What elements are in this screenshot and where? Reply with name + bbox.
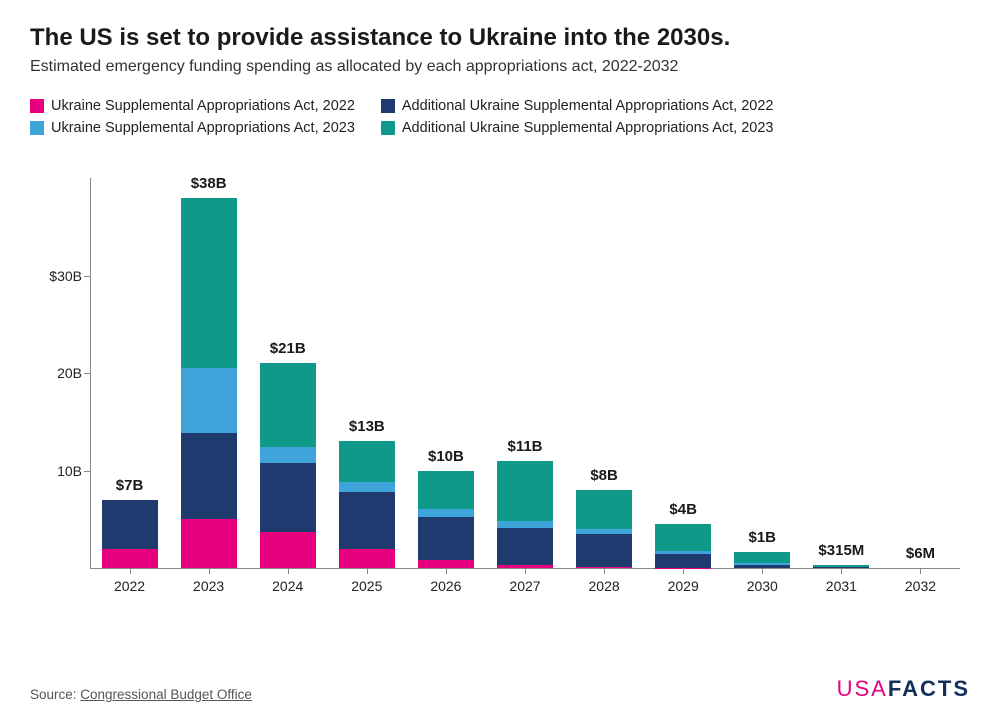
bar-segment bbox=[339, 441, 395, 482]
x-tick-mark bbox=[683, 568, 684, 574]
usafacts-logo: USAFACTS bbox=[837, 676, 970, 702]
bar-total-label: $315M bbox=[818, 542, 864, 559]
legend-label: Ukraine Supplemental Appropriations Act,… bbox=[51, 120, 355, 136]
x-tick-label: 2023 bbox=[193, 578, 224, 594]
x-tick-label: 2032 bbox=[905, 578, 936, 594]
bar-group: $4B bbox=[655, 524, 711, 568]
x-tick-mark bbox=[209, 568, 210, 574]
x-tick-label: 2025 bbox=[351, 578, 382, 594]
x-tick-mark bbox=[288, 568, 289, 574]
source-label: Source: Congressional Budget Office bbox=[30, 687, 252, 702]
legend-label: Additional Ukraine Supplemental Appropri… bbox=[402, 120, 774, 136]
bar-segment bbox=[260, 363, 316, 447]
legend-swatch bbox=[30, 99, 44, 113]
bar-total-label: $7B bbox=[116, 477, 144, 494]
bar-group: $13B bbox=[339, 441, 395, 568]
bar-total-label: $10B bbox=[428, 448, 464, 465]
bar-group: $38B bbox=[181, 198, 237, 568]
logo-facts: FACTS bbox=[888, 676, 970, 701]
logo-usa: USA bbox=[837, 676, 888, 701]
plot-area: $7B $38B $21B $13B $10B $11B $8B $4B $1B $315M $6M bbox=[90, 178, 960, 568]
source-prefix: Source: bbox=[30, 687, 80, 702]
bar-segment bbox=[339, 482, 395, 492]
x-tick-mark bbox=[130, 568, 131, 574]
x-tick-label: 2029 bbox=[668, 578, 699, 594]
legend-item: Additional Ukraine Supplemental Appropri… bbox=[381, 98, 774, 114]
y-tick-label: 10B bbox=[30, 463, 82, 479]
bar-group: $10B bbox=[418, 471, 474, 568]
bar-group: $21B bbox=[260, 363, 316, 568]
bar-segment bbox=[418, 560, 474, 568]
bar-total-label: $4B bbox=[669, 501, 697, 518]
bar-segment bbox=[260, 463, 316, 532]
y-tick-label: $30B bbox=[30, 268, 82, 284]
bar-total-label: $21B bbox=[270, 340, 306, 357]
bar-segment bbox=[418, 509, 474, 518]
y-tick-label: 20B bbox=[30, 365, 82, 381]
bar-segment bbox=[418, 471, 474, 509]
bar-segment bbox=[339, 492, 395, 550]
bar-segment bbox=[260, 532, 316, 568]
x-tick-mark bbox=[446, 568, 447, 574]
x-tick-label: 2022 bbox=[114, 578, 145, 594]
footer: Source: Congressional Budget Office USAF… bbox=[30, 676, 970, 702]
bar-segment bbox=[181, 368, 237, 433]
legend-swatch bbox=[381, 121, 395, 135]
legend-item: Additional Ukraine Supplemental Appropri… bbox=[381, 120, 774, 136]
x-tick-label: 2030 bbox=[747, 578, 778, 594]
bar-segment bbox=[181, 519, 237, 568]
x-tick-label: 2028 bbox=[589, 578, 620, 594]
bar-segment bbox=[102, 500, 158, 549]
bar-segment bbox=[418, 517, 474, 560]
bar-segment bbox=[181, 198, 237, 369]
bar-total-label: $6M bbox=[906, 545, 935, 562]
legend-item: Ukraine Supplemental Appropriations Act,… bbox=[30, 98, 355, 114]
chart-subtitle: Estimated emergency funding spending as … bbox=[30, 58, 970, 76]
x-tick-mark bbox=[525, 568, 526, 574]
bar-segment bbox=[181, 433, 237, 519]
bar-segment bbox=[576, 534, 632, 566]
x-tick-mark bbox=[841, 568, 842, 574]
bar-segment bbox=[734, 552, 790, 563]
bar-group: $8B bbox=[576, 490, 632, 568]
bar-segment bbox=[102, 549, 158, 569]
x-tick-label: 2024 bbox=[272, 578, 303, 594]
bar-segment bbox=[339, 549, 395, 568]
bar-segment bbox=[576, 490, 632, 529]
bar-total-label: $13B bbox=[349, 418, 385, 435]
bar-segment bbox=[497, 521, 553, 528]
bar-total-label: $38B bbox=[191, 175, 227, 192]
bar-group: $1B bbox=[734, 552, 790, 568]
bar-segment bbox=[655, 524, 711, 551]
bar-group: $11B bbox=[497, 461, 553, 568]
legend: Ukraine Supplemental Appropriations Act,… bbox=[30, 98, 850, 136]
bar-total-label: $11B bbox=[507, 438, 542, 455]
chart-container: The US is set to provide assistance to U… bbox=[0, 0, 1000, 722]
x-tick-label: 2026 bbox=[430, 578, 461, 594]
legend-swatch bbox=[381, 99, 395, 113]
x-tick-mark bbox=[920, 568, 921, 574]
legend-item: Ukraine Supplemental Appropriations Act,… bbox=[30, 120, 355, 136]
legend-swatch bbox=[30, 121, 44, 135]
legend-label: Additional Ukraine Supplemental Appropri… bbox=[402, 98, 774, 114]
bar-segment bbox=[655, 554, 711, 568]
x-tick-label: 2031 bbox=[826, 578, 857, 594]
bar-segment bbox=[497, 528, 553, 565]
x-tick-label: 2027 bbox=[509, 578, 540, 594]
chart-area: 10B 20B $30B $7B $38B $21B $13B $10B $11B $8B $4B… bbox=[30, 158, 970, 608]
bar-segment bbox=[260, 447, 316, 463]
x-tick-mark bbox=[762, 568, 763, 574]
chart-title: The US is set to provide assistance to U… bbox=[30, 24, 970, 52]
x-tick-mark bbox=[367, 568, 368, 574]
x-tick-mark bbox=[604, 568, 605, 574]
legend-label: Ukraine Supplemental Appropriations Act,… bbox=[51, 98, 355, 114]
bar-total-label: $8B bbox=[590, 467, 618, 484]
source-link[interactable]: Congressional Budget Office bbox=[80, 687, 252, 702]
bar-segment bbox=[497, 461, 553, 521]
bar-group: $7B bbox=[102, 500, 158, 568]
bar-total-label: $1B bbox=[749, 529, 777, 546]
